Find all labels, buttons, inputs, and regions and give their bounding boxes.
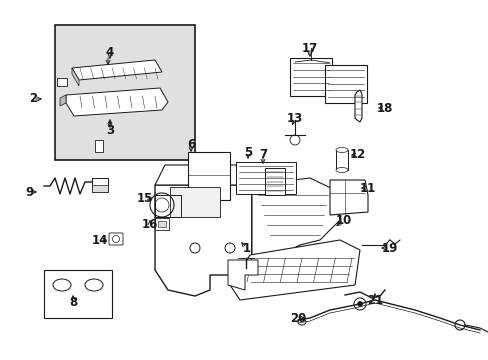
Text: 9: 9	[26, 185, 34, 198]
Text: 16: 16	[142, 219, 158, 231]
Polygon shape	[187, 152, 229, 200]
Bar	[335, 150, 347, 170]
Text: 8: 8	[69, 296, 77, 309]
Polygon shape	[227, 260, 258, 290]
Bar	[170, 187, 220, 217]
Text: 18: 18	[376, 102, 392, 114]
Polygon shape	[251, 178, 339, 262]
Text: 12: 12	[349, 148, 366, 162]
Bar	[95, 140, 103, 152]
FancyBboxPatch shape	[109, 233, 123, 245]
Text: 6: 6	[186, 139, 195, 152]
Polygon shape	[354, 90, 361, 122]
Bar	[236, 162, 295, 194]
Bar	[155, 195, 181, 217]
Text: 7: 7	[259, 148, 266, 162]
Bar	[92, 185, 108, 192]
Text: 5: 5	[244, 145, 252, 158]
Text: 14: 14	[92, 234, 108, 247]
Bar	[57, 78, 67, 86]
Bar	[155, 218, 169, 230]
Polygon shape	[72, 60, 162, 80]
Polygon shape	[264, 168, 285, 195]
Polygon shape	[325, 65, 366, 103]
Text: 3: 3	[106, 123, 114, 136]
Text: 20: 20	[289, 311, 305, 324]
Text: 1: 1	[243, 242, 250, 255]
Polygon shape	[60, 95, 66, 106]
Text: 17: 17	[301, 41, 318, 54]
Circle shape	[357, 302, 362, 306]
Text: 15: 15	[137, 192, 153, 204]
Text: 10: 10	[335, 213, 351, 226]
Polygon shape	[155, 165, 251, 185]
Polygon shape	[289, 58, 331, 96]
Polygon shape	[251, 185, 305, 262]
Bar	[92, 178, 108, 192]
Text: 2: 2	[29, 93, 37, 105]
Polygon shape	[329, 180, 367, 215]
Text: 21: 21	[366, 293, 382, 306]
Ellipse shape	[85, 279, 103, 291]
Text: 13: 13	[286, 112, 303, 125]
Bar	[44, 270, 112, 318]
Ellipse shape	[53, 279, 71, 291]
Ellipse shape	[335, 148, 347, 153]
Bar	[158, 221, 165, 227]
Ellipse shape	[335, 167, 347, 172]
Polygon shape	[229, 240, 359, 300]
Polygon shape	[155, 185, 251, 296]
Polygon shape	[72, 68, 79, 86]
Text: 19: 19	[381, 242, 397, 255]
Bar	[55, 25, 195, 160]
Text: 4: 4	[106, 45, 114, 58]
Polygon shape	[66, 88, 168, 116]
Text: 11: 11	[359, 181, 375, 194]
